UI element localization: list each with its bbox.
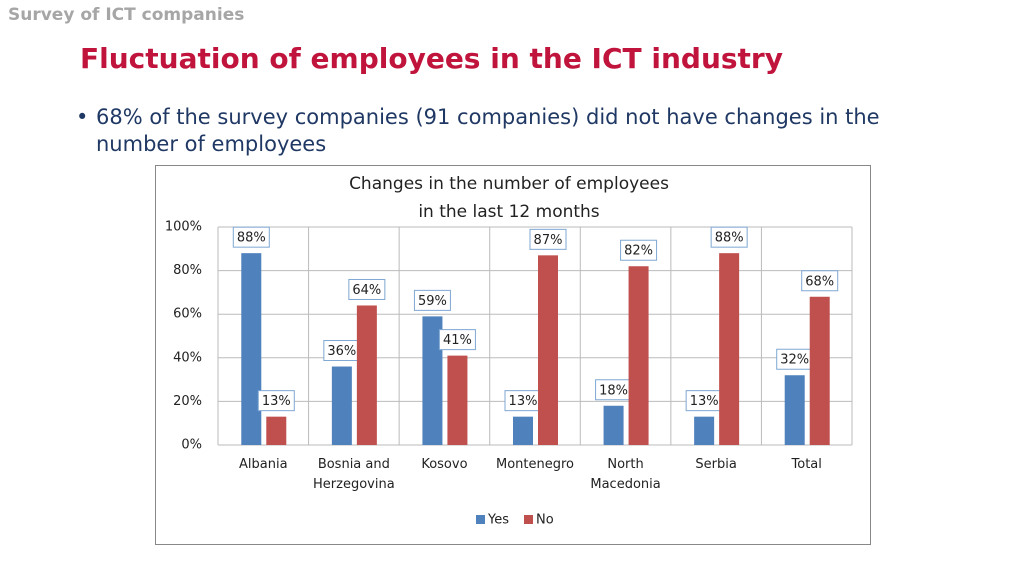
x-tick-label-box: Albania bbox=[239, 457, 288, 472]
bar bbox=[331, 366, 352, 445]
chart-title: Changes in the number of employees bbox=[349, 174, 669, 194]
bar bbox=[603, 405, 624, 445]
y-tick-label: 80% bbox=[173, 263, 202, 278]
data-label: 13% bbox=[262, 394, 291, 409]
bar bbox=[538, 255, 558, 445]
x-tick-label: Serbia bbox=[695, 457, 737, 472]
data-label: 36% bbox=[327, 344, 356, 359]
data-label: 82% bbox=[624, 244, 653, 259]
data-label-box bbox=[801, 270, 839, 292]
bar bbox=[784, 375, 805, 445]
data-label: 59% bbox=[418, 294, 447, 309]
data-label: 88% bbox=[715, 231, 744, 246]
data-label: 68% bbox=[805, 274, 834, 289]
y-tick-label: 20% bbox=[173, 394, 202, 409]
x-tick-label: Total bbox=[791, 457, 822, 472]
bar bbox=[809, 296, 830, 445]
data-label-box bbox=[413, 289, 451, 311]
legend-label: Yes bbox=[487, 513, 509, 528]
data-label: 13% bbox=[509, 394, 538, 409]
x-tick-label: Albania bbox=[239, 457, 288, 472]
x-tick-label: Bosnia and Herzegovina bbox=[313, 457, 395, 492]
data-label: 13% bbox=[690, 394, 719, 409]
x-tick-label: Montenegro bbox=[495, 457, 574, 472]
x-tick-label: Kosovo bbox=[421, 457, 468, 472]
chart-frame bbox=[155, 165, 871, 545]
legend-label: No bbox=[536, 513, 554, 528]
y-tick-label: 40% bbox=[173, 350, 202, 365]
data-label: 18% bbox=[599, 383, 628, 398]
x-tick-label-box: Serbia bbox=[695, 457, 737, 472]
data-label: 41% bbox=[443, 333, 472, 348]
data-label-box bbox=[438, 329, 476, 351]
data-label: 87% bbox=[534, 233, 563, 248]
bar bbox=[719, 253, 740, 445]
data-label-box bbox=[710, 226, 748, 248]
x-tick-label-box: Bosnia and Herzegovina bbox=[313, 457, 395, 492]
data-label: 32% bbox=[780, 353, 809, 368]
bar bbox=[422, 316, 443, 445]
bar bbox=[356, 305, 377, 445]
data-label-box bbox=[620, 239, 658, 261]
data-label: 88% bbox=[237, 231, 266, 246]
x-tick-label-box: North Macedonia bbox=[590, 457, 661, 492]
bullet: • 68% of the survey companies (91 compani… bbox=[76, 104, 936, 158]
x-tick-label-box: Kosovo bbox=[421, 457, 468, 472]
data-label-box bbox=[232, 226, 270, 248]
x-tick-label: North Macedonia bbox=[590, 457, 661, 492]
y-tick-label: 100% bbox=[165, 220, 202, 235]
chart-title: in the last 12 months bbox=[418, 202, 599, 222]
section-label: Survey of ICT companies bbox=[8, 5, 245, 25]
bar bbox=[628, 266, 649, 445]
data-label-box bbox=[257, 390, 295, 412]
legend-swatch bbox=[524, 515, 533, 524]
x-tick-label-box: Total bbox=[791, 457, 822, 472]
bar bbox=[447, 355, 468, 445]
bar bbox=[241, 253, 262, 445]
data-label-box bbox=[348, 278, 386, 300]
bar bbox=[266, 416, 287, 445]
bullet-text: 68% of the survey companies (91 companie… bbox=[96, 105, 880, 156]
legend-swatch bbox=[476, 515, 485, 524]
bar bbox=[513, 416, 533, 445]
data-label-box bbox=[529, 228, 567, 250]
y-tick-label: 60% bbox=[173, 307, 202, 322]
slide-title: Fluctuation of employees in the ICT indu… bbox=[80, 42, 783, 75]
x-tick-label-box: Montenegro bbox=[495, 457, 574, 472]
data-label: 64% bbox=[352, 283, 381, 298]
bar bbox=[694, 416, 715, 445]
y-tick-label: 0% bbox=[181, 438, 202, 453]
